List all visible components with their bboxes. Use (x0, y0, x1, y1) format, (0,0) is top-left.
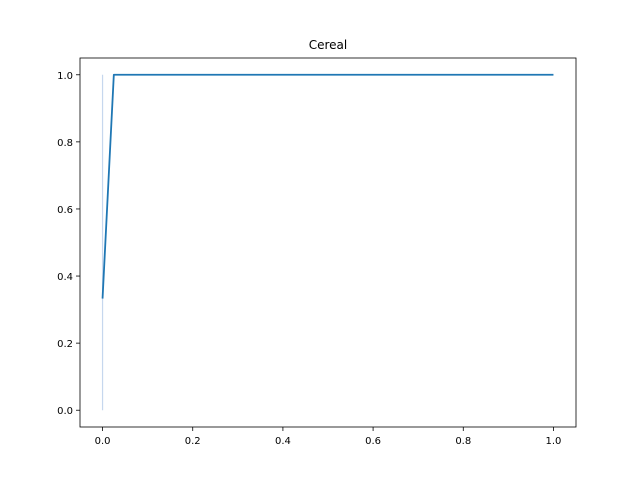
y-tick-label: 0.0 (57, 406, 73, 417)
y-tick-label: 0.6 (57, 205, 73, 216)
y-tick-label: 0.4 (57, 272, 73, 283)
axes: 0.0 0.2 0.4 0.6 0.8 1.0 0.0 0.2 0.4 0.6 0.8 1.0 (57, 57, 577, 447)
x-tick-label: 0.8 (455, 436, 471, 447)
y-tick-label: 0.2 (57, 339, 73, 350)
x-tick-label: 0.6 (365, 436, 381, 447)
chart-title: Cereal (309, 38, 348, 52)
y-tick-label: 0.8 (57, 138, 73, 149)
y-tick-label: 1.0 (57, 71, 73, 82)
x-tick-label: 1.0 (546, 436, 562, 447)
x-tick-label: 0.0 (95, 436, 111, 447)
series-line-1 (101, 73, 554, 299)
x-tick-label: 0.4 (275, 436, 291, 447)
plot-area (101, 73, 554, 411)
plot-frame (79, 57, 577, 428)
x-tick-label: 0.2 (185, 436, 201, 447)
